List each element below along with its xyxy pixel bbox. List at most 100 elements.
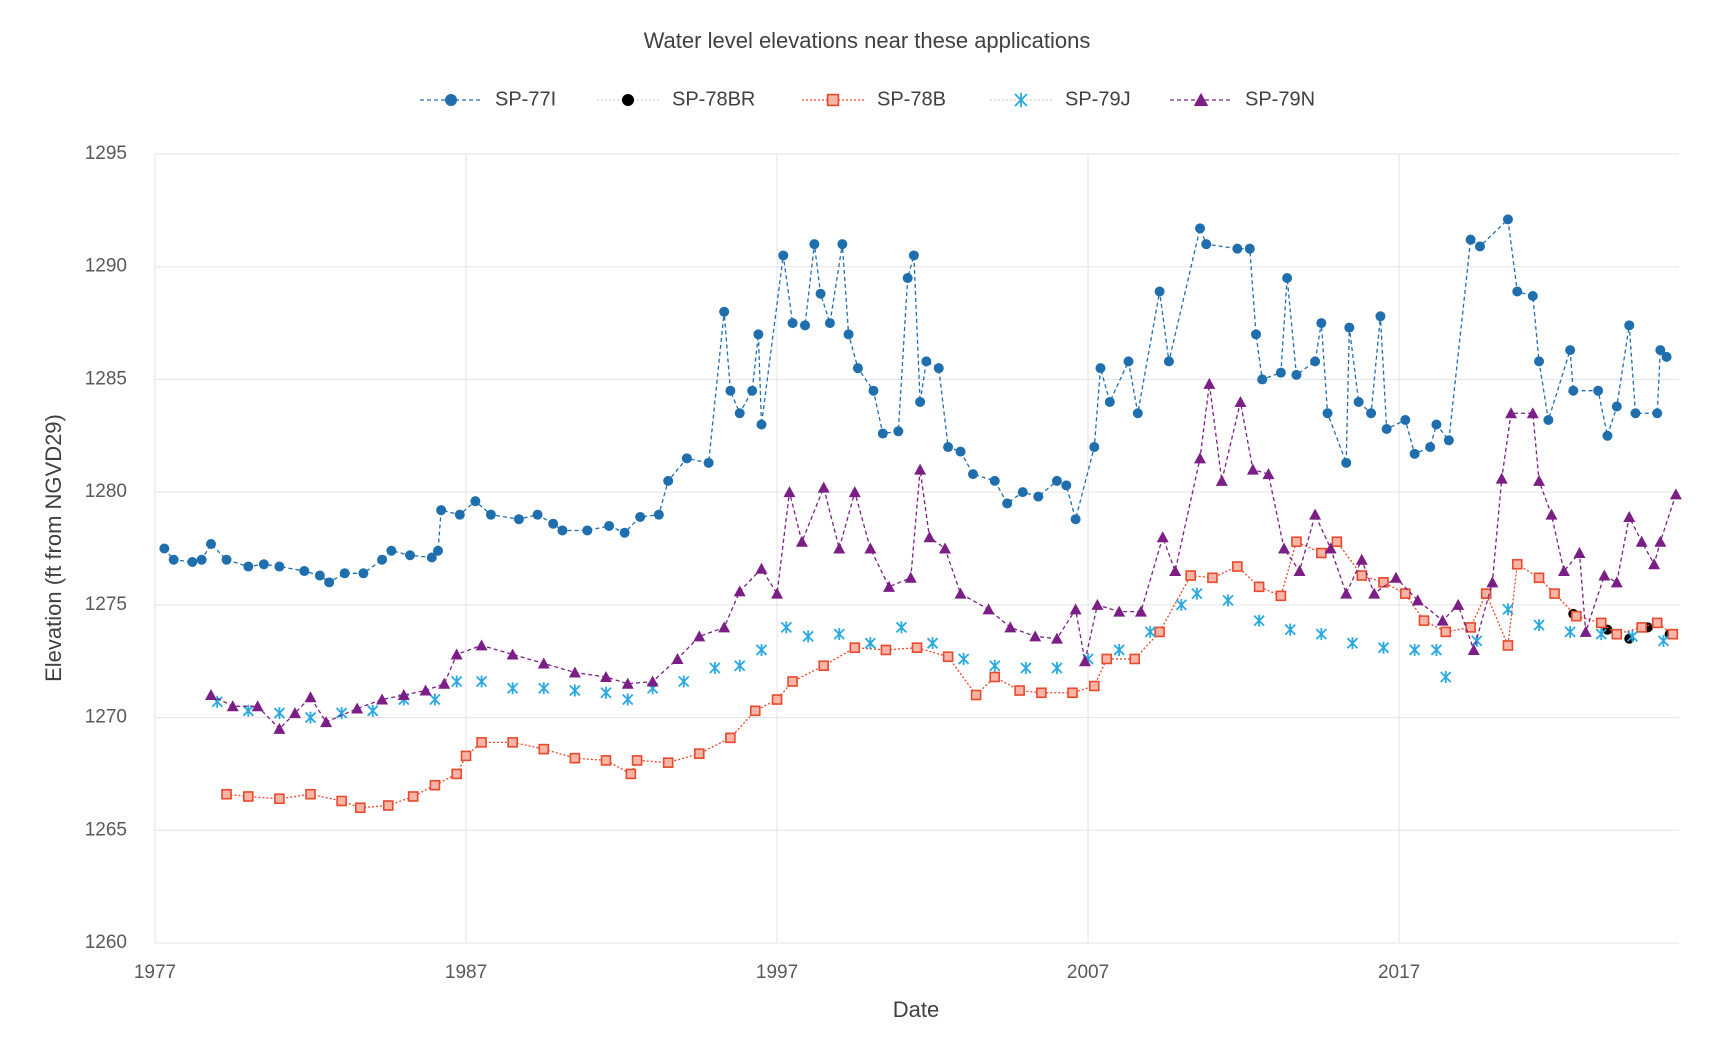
- point: [883, 580, 896, 592]
- point: [1610, 576, 1623, 588]
- point: [921, 356, 932, 367]
- point: [849, 642, 861, 653]
- point: [258, 559, 269, 570]
- point: [251, 700, 264, 712]
- point: [756, 419, 767, 430]
- series-line: [226, 540, 1674, 809]
- point: [1201, 239, 1212, 250]
- y-tick-label: 1285: [85, 368, 127, 389]
- point: [755, 562, 768, 574]
- point: [1430, 643, 1443, 656]
- point: [1368, 587, 1381, 599]
- point: [159, 543, 170, 554]
- point: [299, 566, 310, 577]
- point: [1623, 510, 1636, 522]
- point: [351, 702, 364, 714]
- point: [1474, 241, 1485, 252]
- point: [653, 509, 664, 520]
- point: [205, 538, 216, 549]
- point: [1408, 643, 1421, 656]
- point: [1648, 558, 1661, 570]
- point: [1067, 687, 1078, 699]
- point: [274, 793, 285, 805]
- point: [1017, 487, 1028, 498]
- point: [1113, 643, 1125, 656]
- point: [693, 748, 705, 759]
- point: [1409, 448, 1420, 459]
- x-tick-label: 2017: [1378, 962, 1420, 983]
- point: [1251, 329, 1262, 340]
- point: [1411, 594, 1424, 606]
- point: [273, 707, 286, 720]
- point: [1185, 570, 1196, 581]
- point: [273, 722, 286, 734]
- point: [749, 705, 761, 717]
- x-tick-label: 2007: [1067, 962, 1109, 983]
- point: [1132, 408, 1143, 419]
- point: [908, 250, 919, 261]
- point: [226, 700, 239, 712]
- point: [795, 535, 808, 547]
- point: [304, 711, 317, 724]
- point: [771, 587, 784, 599]
- point: [1425, 442, 1436, 453]
- point: [671, 652, 684, 664]
- point: [1310, 356, 1321, 367]
- point: [1624, 320, 1635, 331]
- point: [476, 737, 487, 748]
- point: [619, 527, 630, 538]
- point: [621, 677, 634, 689]
- point: [1089, 442, 1100, 453]
- point: [926, 637, 939, 650]
- point: [914, 463, 927, 475]
- point: [824, 318, 835, 329]
- series: [211, 587, 1670, 724]
- point: [335, 707, 348, 720]
- point: [1222, 594, 1234, 607]
- point: [958, 652, 970, 665]
- point: [1207, 572, 1218, 584]
- point: [902, 272, 913, 283]
- y-tick-label: 1280: [85, 481, 127, 502]
- point: [625, 768, 637, 780]
- point: [733, 585, 746, 597]
- point: [954, 587, 967, 599]
- point: [895, 621, 908, 634]
- y-tick-label: 1290: [85, 256, 127, 277]
- point: [1175, 598, 1188, 611]
- point: [1534, 356, 1545, 367]
- point: [787, 318, 798, 329]
- point: [802, 630, 814, 643]
- point: [429, 693, 441, 706]
- point: [1257, 374, 1268, 385]
- point: [196, 554, 207, 565]
- point: [1545, 508, 1558, 520]
- point: [600, 686, 612, 699]
- point: [1495, 472, 1508, 484]
- point: [646, 675, 659, 687]
- point: [868, 385, 879, 396]
- point: [1661, 351, 1672, 362]
- point: [1381, 424, 1392, 435]
- point: [305, 788, 316, 800]
- chart-title: Water level elevations near these applic…: [644, 28, 1091, 53]
- point: [787, 676, 798, 687]
- point: [1512, 286, 1523, 297]
- point: [1316, 318, 1327, 329]
- legend-label: SP-77I: [495, 88, 556, 110]
- point: [1366, 408, 1377, 419]
- point: [955, 446, 966, 457]
- point: [943, 442, 954, 453]
- point: [376, 693, 389, 705]
- point: [1636, 622, 1647, 633]
- legend-marker: [445, 94, 457, 106]
- point: [933, 363, 944, 374]
- point: [1611, 628, 1623, 640]
- point: [1533, 474, 1546, 486]
- point: [451, 768, 462, 780]
- point: [1480, 588, 1492, 599]
- point: [809, 239, 820, 250]
- legend-item: SP-79J: [990, 88, 1131, 110]
- point: [405, 550, 416, 561]
- point: [1331, 536, 1343, 548]
